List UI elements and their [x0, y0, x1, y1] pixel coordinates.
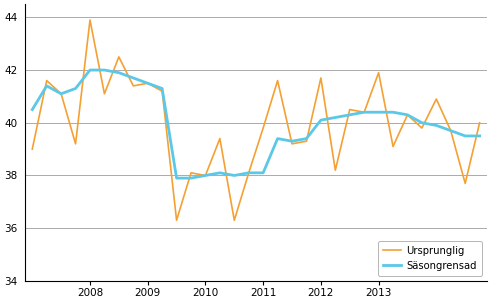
Säsongrensad: [217, 171, 223, 175]
Säsongrensad: [159, 87, 165, 90]
Säsongrensad: [246, 171, 252, 175]
Ursprunglig: [73, 142, 79, 146]
Säsongrensad: [477, 134, 483, 138]
Ursprunglig: [58, 92, 64, 96]
Ursprunglig: [87, 18, 93, 22]
Säsongrensad: [188, 176, 194, 180]
Säsongrensad: [318, 118, 324, 122]
Säsongrensad: [102, 68, 108, 72]
Ursprunglig: [289, 142, 295, 146]
Ursprunglig: [274, 79, 280, 82]
Ursprunglig: [434, 97, 439, 101]
Legend: Ursprunglig, Säsongrensad: Ursprunglig, Säsongrensad: [379, 241, 482, 276]
Ursprunglig: [231, 218, 237, 222]
Ursprunglig: [159, 89, 165, 93]
Line: Ursprunglig: Ursprunglig: [32, 20, 480, 220]
Ursprunglig: [376, 71, 382, 75]
Säsongrensad: [405, 113, 410, 117]
Ursprunglig: [390, 145, 396, 148]
Ursprunglig: [130, 84, 136, 88]
Säsongrensad: [145, 82, 151, 85]
Ursprunglig: [448, 129, 454, 133]
Säsongrensad: [376, 111, 382, 114]
Säsongrensad: [29, 108, 35, 111]
Säsongrensad: [116, 71, 122, 75]
Säsongrensad: [462, 134, 468, 138]
Ursprunglig: [116, 55, 122, 59]
Line: Säsongrensad: Säsongrensad: [32, 70, 480, 178]
Säsongrensad: [73, 87, 79, 90]
Säsongrensad: [260, 171, 266, 175]
Ursprunglig: [29, 147, 35, 151]
Säsongrensad: [303, 137, 309, 140]
Ursprunglig: [102, 92, 108, 96]
Ursprunglig: [44, 79, 50, 82]
Ursprunglig: [462, 182, 468, 185]
Ursprunglig: [202, 174, 208, 177]
Säsongrensad: [231, 174, 237, 177]
Ursprunglig: [260, 126, 266, 130]
Ursprunglig: [332, 169, 338, 172]
Ursprunglig: [347, 108, 353, 111]
Säsongrensad: [419, 121, 425, 124]
Ursprunglig: [361, 111, 367, 114]
Säsongrensad: [58, 92, 64, 96]
Säsongrensad: [87, 68, 93, 72]
Ursprunglig: [477, 121, 483, 124]
Ursprunglig: [419, 126, 425, 130]
Säsongrensad: [390, 111, 396, 114]
Ursprunglig: [246, 171, 252, 175]
Säsongrensad: [361, 111, 367, 114]
Ursprunglig: [217, 137, 223, 140]
Säsongrensad: [347, 113, 353, 117]
Ursprunglig: [303, 140, 309, 143]
Säsongrensad: [289, 140, 295, 143]
Ursprunglig: [145, 82, 151, 85]
Ursprunglig: [318, 76, 324, 80]
Säsongrensad: [174, 176, 180, 180]
Ursprunglig: [188, 171, 194, 175]
Ursprunglig: [405, 113, 410, 117]
Säsongrensad: [332, 116, 338, 119]
Ursprunglig: [174, 218, 180, 222]
Säsongrensad: [274, 137, 280, 140]
Säsongrensad: [130, 76, 136, 80]
Säsongrensad: [44, 84, 50, 88]
Säsongrensad: [202, 174, 208, 177]
Säsongrensad: [448, 129, 454, 133]
Säsongrensad: [434, 124, 439, 127]
